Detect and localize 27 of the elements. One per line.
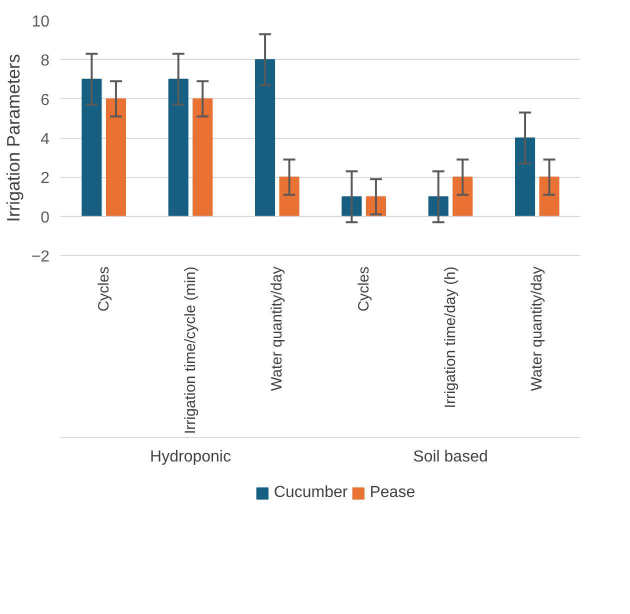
legend-label: Cucumber	[274, 484, 348, 502]
y-tick-label: −2	[31, 248, 50, 266]
bar	[106, 98, 126, 217]
y-tick-label: 10	[32, 14, 50, 30]
y-tick-label: 4	[40, 131, 50, 148]
text: Soil based	[413, 448, 488, 466]
x-tick-label: Cycles	[355, 266, 372, 312]
x-tick-label: Water quantity/day	[528, 266, 546, 392]
x-tick-label: Irrigation time/day (h)	[442, 266, 459, 408]
bar	[82, 78, 102, 217]
y-tick-label: 6	[40, 92, 50, 109]
bar	[279, 176, 300, 217]
x-tick-label: Irrigation time/cycle (min)	[182, 266, 199, 434]
bar	[192, 98, 213, 217]
legend-label: Pease	[370, 484, 416, 502]
bar	[515, 138, 536, 217]
text: Hydroponic	[150, 448, 231, 466]
x-tick-label: Cycles	[95, 266, 112, 312]
x-tick-label: Water quantity/day	[268, 266, 286, 392]
y-tick-label: 2	[40, 170, 50, 188]
bar	[539, 176, 560, 217]
bar	[255, 59, 276, 217]
y-tick-label: 8	[40, 52, 50, 70]
y-axis-title: Irrigation Parameters	[3, 54, 24, 222]
bar	[168, 78, 188, 217]
y-tick-label: 0	[40, 209, 50, 226]
bar	[452, 176, 473, 217]
